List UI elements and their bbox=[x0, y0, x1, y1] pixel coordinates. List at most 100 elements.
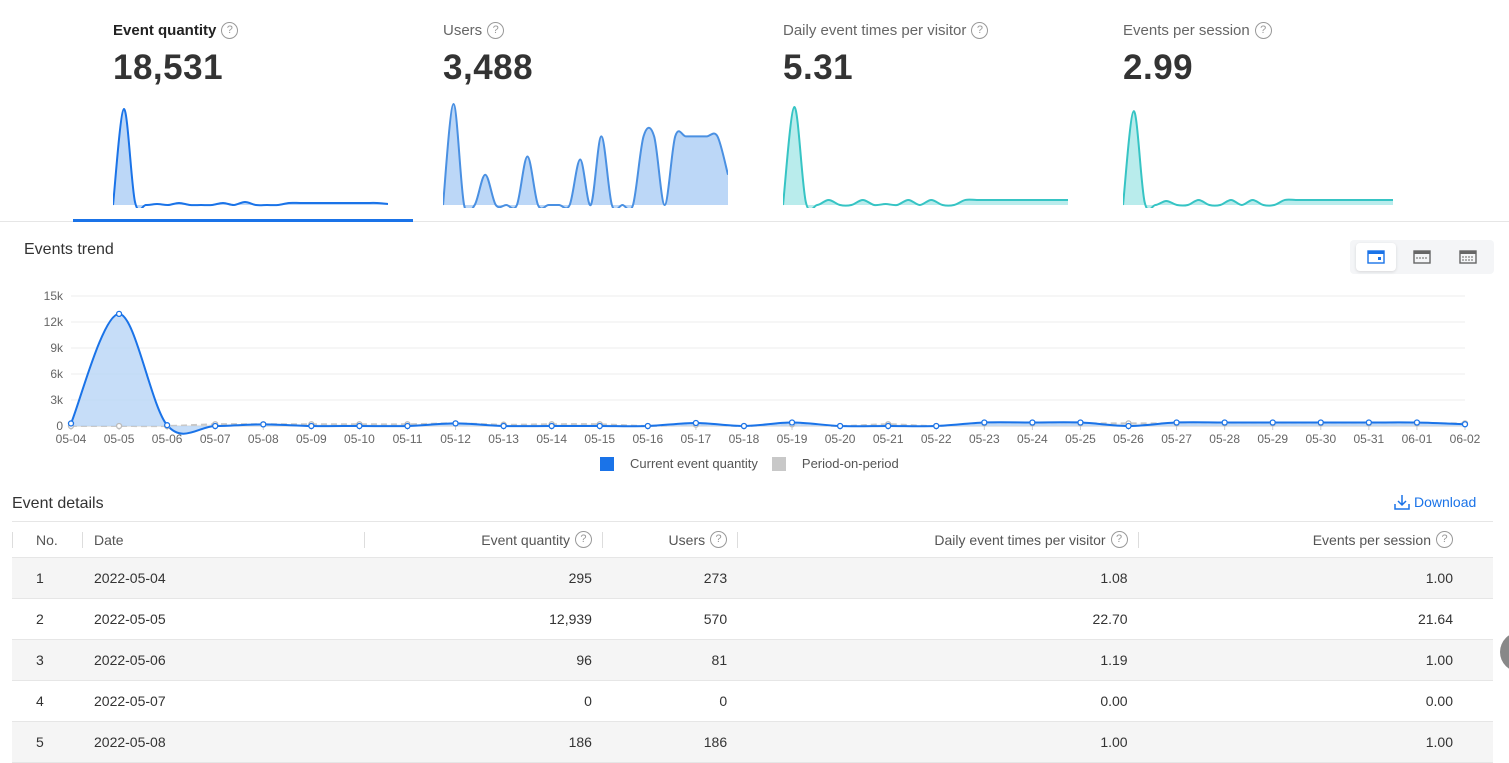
kpi-card-daily-event-times[interactable]: Daily event times per visitor? 5.31 bbox=[743, 0, 1083, 222]
cell-events-per-session: 1.00 bbox=[1137, 557, 1493, 599]
event-details-table: No. Date Event quantity? Users? Daily ev… bbox=[12, 521, 1493, 763]
data-point-current bbox=[1077, 419, 1084, 426]
legend-item-period[interactable]: Period-on-period bbox=[771, 456, 899, 471]
download-button[interactable]: Download bbox=[1394, 494, 1476, 510]
x-tick-label: 05-07 bbox=[200, 432, 231, 446]
legend-item-current[interactable]: Current event quantity bbox=[600, 456, 758, 471]
kpi-label: Users bbox=[443, 22, 483, 39]
kpi-label: Daily event times per visitor bbox=[783, 22, 967, 39]
sparkline-area bbox=[783, 107, 1068, 208]
help-icon[interactable]: ? bbox=[971, 22, 989, 39]
help-icon[interactable]: ? bbox=[1110, 531, 1128, 548]
x-tick-label: 05-08 bbox=[248, 432, 279, 446]
data-point-current bbox=[452, 420, 459, 427]
data-point-current bbox=[404, 422, 411, 430]
cell-event-quantity: 295 bbox=[364, 557, 602, 599]
table-row: 1 2022-05-04 295 273 1.08 1.00 bbox=[12, 557, 1493, 599]
column-header-date[interactable]: Date bbox=[82, 521, 364, 558]
cell-users: 0 bbox=[601, 680, 738, 722]
x-tick-label: 06-02 bbox=[1450, 432, 1481, 446]
data-point-current bbox=[740, 422, 748, 430]
x-tick-label: 05-24 bbox=[1017, 432, 1048, 446]
data-point-current bbox=[308, 422, 315, 430]
x-tick-label: 05-31 bbox=[1354, 432, 1385, 446]
events-trend-title: Events trend bbox=[24, 241, 114, 258]
kpi-card-events-per-session[interactable]: Events per session? 2.99 bbox=[1083, 0, 1423, 222]
data-point-current bbox=[115, 310, 123, 318]
data-point-current bbox=[1125, 422, 1132, 430]
table-row: 5 2022-05-08 186 186 1.00 1.00 bbox=[12, 721, 1493, 763]
column-header-events-per-session[interactable]: Events per session? bbox=[1137, 521, 1493, 558]
data-point-current bbox=[1461, 421, 1469, 428]
data-point-current bbox=[1365, 419, 1373, 426]
kpi-card-event-quantity[interactable]: Event quantity? 18,531 bbox=[73, 0, 413, 222]
x-tick-label: 05-13 bbox=[488, 432, 519, 446]
chart-legend: Current event quantity Period-on-period bbox=[600, 456, 913, 471]
data-point-current bbox=[1413, 419, 1421, 426]
column-header-event-quantity[interactable]: Event quantity? bbox=[364, 521, 602, 558]
data-point-current bbox=[836, 422, 844, 430]
cell-events-per-session: 1.00 bbox=[1137, 639, 1493, 681]
data-point-current bbox=[1029, 419, 1036, 426]
cell-date: 2022-05-07 bbox=[82, 680, 364, 722]
list-view-button[interactable] bbox=[1402, 243, 1442, 271]
y-tick-label: 15k bbox=[44, 289, 64, 303]
kpi-row: Event quantity? 18,531 Users? 3,488 Dail… bbox=[0, 0, 1509, 222]
x-tick-label: 05-21 bbox=[873, 432, 904, 446]
help-icon[interactable]: ? bbox=[574, 531, 592, 548]
table-row: 3 2022-05-06 96 81 1.19 1.00 bbox=[12, 639, 1493, 681]
x-tick-label: 05-27 bbox=[1161, 432, 1192, 446]
help-icon[interactable]: ? bbox=[1254, 22, 1272, 39]
cell-daily-event-times: 0.00 bbox=[737, 680, 1138, 722]
help-icon[interactable]: ? bbox=[1436, 531, 1453, 548]
legend-label: Period-on-period bbox=[801, 456, 899, 471]
cell-event-quantity: 12,939 bbox=[364, 598, 602, 640]
kpi-label: Events per session bbox=[1123, 22, 1250, 39]
x-tick-label: 05-10 bbox=[344, 432, 375, 446]
x-tick-label: 05-05 bbox=[104, 432, 135, 446]
download-icon bbox=[1394, 495, 1410, 510]
cell-no: 5 bbox=[12, 721, 82, 763]
cell-no: 3 bbox=[12, 639, 82, 681]
data-point-current bbox=[692, 419, 700, 427]
table-header-row: No. Date Event quantity? Users? Daily ev… bbox=[12, 521, 1493, 558]
data-point-current bbox=[500, 422, 507, 430]
table-view-button[interactable] bbox=[1448, 243, 1488, 271]
data-point-current bbox=[163, 422, 171, 429]
events-trend-chart[interactable]: 15k 12k 9k 6k 3k 005-04 05-05 05-06 05-07 05-08 05… bbox=[0, 280, 1509, 455]
cell-no: 1 bbox=[12, 557, 82, 599]
data-point-current bbox=[212, 422, 219, 430]
data-point-current bbox=[67, 420, 75, 427]
data-point-current bbox=[1269, 419, 1276, 426]
data-point-current bbox=[548, 422, 555, 430]
x-tick-label: 05-09 bbox=[296, 432, 327, 446]
kpi-label: Event quantity bbox=[113, 22, 217, 39]
data-point-period bbox=[115, 422, 123, 430]
x-tick-label: 05-30 bbox=[1305, 432, 1336, 446]
x-tick-label: 05-25 bbox=[1065, 432, 1096, 446]
help-icon[interactable]: ? bbox=[487, 22, 505, 39]
kpi-sparkline bbox=[1123, 110, 1393, 208]
data-point-current bbox=[933, 422, 940, 430]
x-tick-label: 05-11 bbox=[393, 432, 423, 446]
column-header-users[interactable]: Users? bbox=[601, 521, 738, 558]
x-tick-label: 05-12 bbox=[440, 432, 471, 446]
sparkline-area bbox=[1123, 111, 1393, 208]
kpi-card-users[interactable]: Users? 3,488 bbox=[403, 0, 743, 222]
y-tick-label: 0 bbox=[56, 419, 63, 433]
cell-users: 186 bbox=[601, 721, 738, 763]
column-header-daily-event-times[interactable]: Daily event times per visitor? bbox=[737, 521, 1138, 558]
x-tick-label: 05-19 bbox=[777, 432, 808, 446]
column-header-no[interactable]: No. bbox=[12, 521, 82, 558]
x-tick-label: 05-15 bbox=[584, 432, 615, 446]
cell-event-quantity: 186 bbox=[364, 721, 602, 763]
chart-view-button[interactable] bbox=[1356, 243, 1396, 271]
help-icon[interactable]: ? bbox=[221, 22, 239, 39]
cell-daily-event-times: 22.70 bbox=[737, 598, 1138, 640]
floating-scroll-button[interactable] bbox=[1500, 632, 1509, 672]
cell-users: 81 bbox=[601, 639, 738, 681]
data-point-current bbox=[981, 419, 988, 426]
data-point-current bbox=[356, 422, 363, 430]
help-icon[interactable]: ? bbox=[710, 531, 728, 548]
x-tick-label: 05-26 bbox=[1113, 432, 1144, 446]
